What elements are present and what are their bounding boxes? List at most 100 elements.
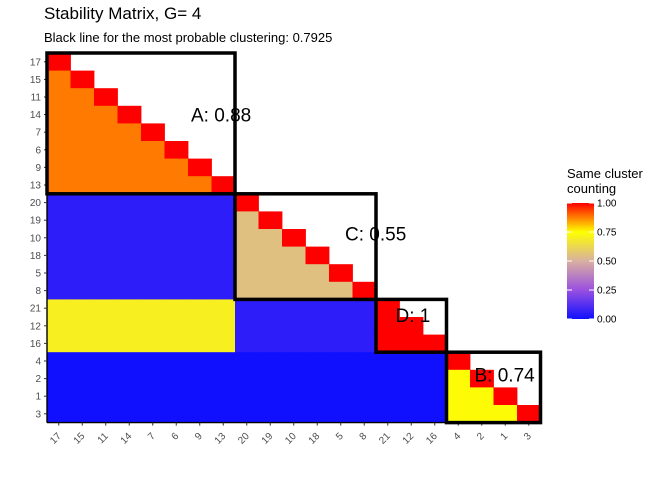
heatmap-cell-21-8 bbox=[352, 299, 377, 318]
heatmap-cell-16-5 bbox=[329, 334, 353, 353]
heatmap-cell-19-17 bbox=[47, 211, 71, 230]
heatmap-cell-18-7 bbox=[141, 246, 165, 265]
heatmap-cell-1-15 bbox=[70, 387, 95, 406]
legend-title-line-2: counting bbox=[567, 181, 616, 196]
heatmap-cell-13-13 bbox=[211, 176, 236, 195]
heatmap-cell-3-15 bbox=[70, 405, 95, 423]
x-tick-label-11: 11 bbox=[96, 431, 111, 446]
heatmap-cell-18-18 bbox=[305, 246, 330, 265]
legend-tick-label: 1.00 bbox=[597, 199, 617, 210]
x-tick-label-7: 7 bbox=[146, 431, 158, 443]
heatmap-cell-12-8 bbox=[352, 317, 377, 335]
heatmap-cell-13-15 bbox=[70, 176, 95, 195]
heatmap-cell-1-7 bbox=[141, 387, 165, 406]
heatmap-cell-3-3 bbox=[517, 405, 541, 423]
y-tick-label-5: 5 bbox=[35, 269, 41, 280]
heatmap-cell-20-20 bbox=[235, 193, 259, 212]
heatmap-cell-1-17 bbox=[47, 387, 71, 406]
x-tick-label-12: 12 bbox=[401, 431, 417, 447]
heatmap-cell-5-11 bbox=[94, 264, 118, 283]
heatmap-cell-6-15 bbox=[70, 141, 95, 159]
heatmap-cell-1-20 bbox=[235, 387, 259, 406]
heatmap-cell-12-12 bbox=[399, 317, 424, 335]
heatmap-cell-1-9 bbox=[188, 387, 212, 406]
heatmap-cell-16-17 bbox=[47, 334, 71, 353]
x-tick-label-6: 6 bbox=[170, 431, 182, 443]
heatmap-cell-12-7 bbox=[141, 317, 165, 335]
heatmap-cell-15-15 bbox=[70, 70, 95, 89]
heatmap-cell-1-5 bbox=[329, 387, 353, 406]
heatmap-cell-20-13 bbox=[211, 193, 236, 212]
heatmap-cell-16-9 bbox=[188, 334, 212, 353]
heatmap-cell-4-19 bbox=[258, 352, 283, 371]
heatmap-cell-3-2 bbox=[470, 405, 494, 423]
heatmap-cell-20-17 bbox=[47, 193, 71, 212]
heatmap-cell-3-5 bbox=[329, 405, 353, 423]
heatmap-cell-3-4 bbox=[446, 405, 471, 423]
heatmap-cell-8-9 bbox=[188, 281, 212, 300]
heatmap-cell-14-17 bbox=[47, 105, 71, 124]
heatmap-cell-5-9 bbox=[188, 264, 212, 283]
heatmap-cell-2-16 bbox=[423, 369, 447, 388]
x-tick-label-16: 16 bbox=[424, 431, 440, 447]
heatmap-cell-2-4 bbox=[446, 369, 471, 388]
legend-tick-label: 0.50 bbox=[597, 257, 617, 268]
legend-title-line-1: Same cluster bbox=[567, 166, 644, 181]
heatmap-cell-4-8 bbox=[352, 352, 377, 371]
heatmap-cell-12-13 bbox=[211, 317, 236, 335]
heatmap-cell-9-6 bbox=[164, 158, 189, 177]
heatmap-cell-16-8 bbox=[352, 334, 377, 353]
y-tick-label-2: 2 bbox=[35, 374, 41, 385]
x-tick-label-9: 9 bbox=[193, 431, 205, 443]
heatmap-cell-20-6 bbox=[164, 193, 189, 212]
heatmap-cell-8-5 bbox=[329, 281, 353, 300]
heatmap-cell-1-16 bbox=[423, 387, 447, 406]
y-tick-label-18: 18 bbox=[30, 251, 42, 262]
heatmap-cell-21-19 bbox=[258, 299, 283, 318]
heatmap-cell-12-18 bbox=[305, 317, 330, 335]
heatmap-cell-1-10 bbox=[282, 387, 306, 406]
heatmap-cell-12-15 bbox=[70, 317, 95, 335]
heatmap-cell-10-9 bbox=[188, 229, 212, 247]
heatmap-cell-10-14 bbox=[117, 229, 142, 247]
heatmap-cell-3-9 bbox=[188, 405, 212, 423]
heatmap-cell-10-15 bbox=[70, 229, 95, 247]
heatmap-cell-18-19 bbox=[258, 246, 283, 265]
heatmap-cell-4-9 bbox=[188, 352, 212, 371]
heatmap-cell-7-17 bbox=[47, 123, 71, 142]
heatmap-cell-18-9 bbox=[188, 246, 212, 265]
y-tick-label-15: 15 bbox=[30, 75, 42, 86]
heatmap-cell-8-10 bbox=[282, 281, 306, 300]
y-tick-label-19: 19 bbox=[30, 216, 42, 227]
legend-tick-label: 0.00 bbox=[597, 315, 617, 326]
heatmap-cell-15-17 bbox=[47, 70, 71, 89]
heatmap-cell-5-10 bbox=[282, 264, 306, 283]
heatmap-cell-12-14 bbox=[117, 317, 142, 335]
heatmap-cell-3-14 bbox=[117, 405, 142, 423]
heatmap-cell-2-21 bbox=[376, 369, 400, 388]
heatmap-cell-11-11 bbox=[94, 88, 118, 107]
heatmap-cell-5-19 bbox=[258, 264, 283, 283]
heatmap-cell-20-9 bbox=[188, 193, 212, 212]
heatmap-cell-3-16 bbox=[423, 405, 447, 423]
heatmap-cell-13-9 bbox=[188, 176, 212, 195]
heatmap-cell-2-20 bbox=[235, 369, 259, 388]
heatmap-cell-21-14 bbox=[117, 299, 142, 318]
heatmap-cell-16-12 bbox=[399, 334, 424, 353]
heatmap-cell-2-17 bbox=[47, 369, 71, 388]
heatmap-cell-4-16 bbox=[423, 352, 447, 371]
heatmap-cell-21-6 bbox=[164, 299, 189, 318]
heatmap-cell-4-7 bbox=[141, 352, 165, 371]
heatmap-cell-10-6 bbox=[164, 229, 189, 247]
heatmap-cell-5-5 bbox=[329, 264, 353, 283]
heatmap-cell-17-17 bbox=[47, 53, 71, 71]
heatmap-cell-7-14 bbox=[117, 123, 142, 142]
heatmap-cell-20-11 bbox=[94, 193, 118, 212]
heatmap-cell-19-14 bbox=[117, 211, 142, 230]
heatmap-cell-8-7 bbox=[141, 281, 165, 300]
heatmap-cell-9-14 bbox=[117, 158, 142, 177]
y-tick-label-3: 3 bbox=[35, 409, 41, 420]
heatmap-cell-16-15 bbox=[70, 334, 95, 353]
heatmap-cell-4-10 bbox=[282, 352, 306, 371]
